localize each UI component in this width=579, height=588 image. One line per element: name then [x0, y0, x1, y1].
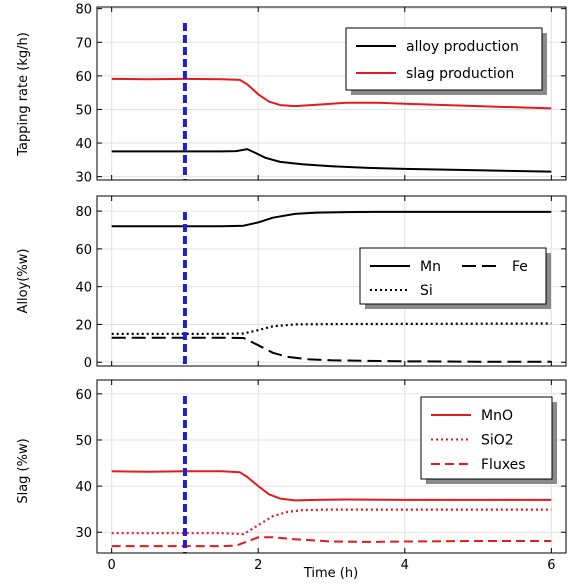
- legend-label: slag production: [406, 66, 514, 82]
- axes-frame: [96, 379, 567, 554]
- ylabel-tapping-rate: Tapping rate (kg/h): [16, 32, 31, 157]
- y-tick-label: 30: [75, 171, 92, 186]
- legend-label: Si: [420, 283, 433, 299]
- legend-label: MnO: [481, 408, 513, 424]
- series-line-mn: [111, 210, 552, 228]
- y-tick-label: 80: [75, 3, 92, 18]
- y-tick-label: 20: [75, 318, 92, 333]
- legend-label: Fluxes: [481, 457, 526, 473]
- axes-frame: [96, 195, 567, 367]
- x-tick-label: 0: [108, 558, 116, 573]
- x-tick-label: 2: [254, 558, 262, 573]
- legend-label: Mn: [420, 259, 441, 275]
- legend-label: SiO2: [481, 433, 514, 449]
- legend-box: [359, 247, 547, 305]
- series-line-sio2: [111, 508, 552, 536]
- y-tick-label: 60: [75, 243, 92, 258]
- y-tick-label: 40: [75, 480, 92, 495]
- y-tick-label: 0: [84, 356, 92, 371]
- legend-box: [420, 396, 553, 480]
- series-line-si: [111, 322, 552, 335]
- xlabel-time: Time (h): [303, 566, 358, 581]
- panel-slag: 30 40 50 60 0 2 4 6 Slag (%w) Time (h) MnO SiO2 F…: [16, 379, 567, 581]
- panel-alloy: 0 20 40 60 80 Alloy(%w) Mn Fe Si: [16, 195, 567, 371]
- y-tick-label: 60: [75, 388, 92, 403]
- ylabel-slag: Slag (%w): [16, 438, 31, 503]
- ylabel-alloy: Alloy(%w): [16, 249, 31, 314]
- y-tick-label: 50: [75, 103, 92, 118]
- series-line-mno: [111, 470, 552, 502]
- y-tick-label: 60: [75, 70, 92, 85]
- series-line-slag-production: [111, 77, 552, 110]
- legend-box: [345, 27, 543, 91]
- y-tick-label: 70: [75, 36, 92, 51]
- series-line-fluxes: [111, 536, 552, 548]
- y-tick-label: 30: [75, 526, 92, 541]
- legend-label: alloy production: [406, 39, 519, 55]
- series-line-fe: [111, 336, 552, 363]
- y-tick-label: 80: [75, 205, 92, 220]
- x-tick-label: 4: [401, 558, 409, 573]
- x-tick-label: 6: [547, 558, 555, 573]
- panel-tapping-rate: 30 40 50 60 70 80 Tapping rate (kg/h) alloy p…: [16, 3, 567, 186]
- y-tick-label: 40: [75, 281, 92, 296]
- y-tick-label: 40: [75, 137, 92, 152]
- y-tick-label: 50: [75, 434, 92, 449]
- series-line-alloy-production: [111, 148, 552, 173]
- axes-frame: [96, 6, 567, 181]
- legend-label: Fe: [512, 259, 528, 275]
